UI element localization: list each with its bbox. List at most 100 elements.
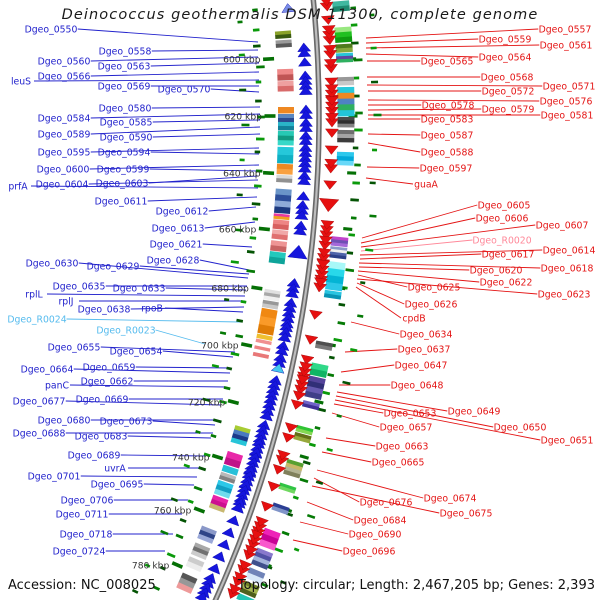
reverse-strand-gene-arrows xyxy=(265,375,282,396)
gene-label: Dgeo_0653 xyxy=(384,408,437,419)
label-leader-line xyxy=(325,437,376,447)
gene-label: Dgeo_0665 xyxy=(372,457,425,468)
label-leader-line xyxy=(355,286,402,319)
green-dash xyxy=(160,529,169,536)
label-leader-line xyxy=(155,329,206,345)
gene-arrow-track xyxy=(194,0,340,600)
cog-stripe xyxy=(239,587,257,599)
cog-stripe xyxy=(337,110,355,117)
gene-label: Dgeo_0623 xyxy=(538,289,591,300)
forward-strand-gene-arrows xyxy=(323,44,338,60)
gene-label: Dgeo_0680 xyxy=(38,415,91,426)
forward-strand-gene-arrows xyxy=(290,399,305,410)
cog-stripe xyxy=(276,163,294,170)
gene-arrowhead xyxy=(323,180,338,190)
green-dash xyxy=(193,485,203,492)
gene-label: cpdB xyxy=(402,313,425,324)
cog-stripe xyxy=(306,380,325,390)
green-dash xyxy=(219,399,227,405)
cog-stripe xyxy=(336,76,355,82)
gene-label: Dgeo_0674 xyxy=(424,493,477,504)
gene-label: Dgeo_0649 xyxy=(448,406,501,417)
gene-label: panC xyxy=(45,380,69,391)
cog-stripe xyxy=(315,340,334,348)
gene-label: Dgeo_R0020 xyxy=(472,235,531,246)
cog-stripe xyxy=(302,400,320,408)
gene-label: Dgeo_0564 xyxy=(479,52,532,63)
gene-arrowhead xyxy=(320,15,335,25)
cog-stripe xyxy=(337,133,355,139)
cog-box-left xyxy=(277,121,295,131)
cog-stripe xyxy=(251,559,269,570)
gene-arrowhead xyxy=(298,85,313,95)
cog-box-left xyxy=(277,106,295,114)
cog-stripe xyxy=(257,324,275,336)
cog-stripe xyxy=(260,533,279,546)
reverse-strand-gene-arrows xyxy=(298,130,313,145)
gene-arrowhead xyxy=(234,571,248,583)
cog-stripe xyxy=(305,385,324,395)
reverse-strand-gene-arrows xyxy=(297,42,312,58)
gene-arrowhead xyxy=(309,309,323,320)
green-dash xyxy=(252,44,261,48)
accession-text: Accession: NC_008025 xyxy=(8,578,156,593)
gene-label: prfA xyxy=(8,181,28,192)
ruler-label: 760 kbp xyxy=(154,506,192,517)
cog-stripe xyxy=(337,120,355,125)
green-dash xyxy=(299,477,309,484)
cog-stripe xyxy=(277,146,294,156)
label-leader-line xyxy=(358,262,541,269)
cog-box-right xyxy=(335,52,354,63)
gene-arrowhead xyxy=(261,500,275,512)
gene-label: Dgeo_0594 xyxy=(98,147,151,158)
cog-stripe xyxy=(337,123,355,128)
gene-arrowhead xyxy=(285,288,299,299)
gene-label: Dgeo_0571 xyxy=(543,81,596,92)
cog-box-left xyxy=(277,113,295,123)
gene-label: Dgeo_0558 xyxy=(99,46,152,57)
gene-label: Dgeo_0675 xyxy=(440,508,493,519)
green-dash xyxy=(153,585,161,591)
gene-label: rplJ xyxy=(58,296,73,307)
gene-label: Dgeo_0585 xyxy=(100,117,153,128)
reverse-strand-gene-arrows xyxy=(277,322,293,343)
gene-label: Dgeo_0621 xyxy=(150,239,203,250)
label-leader-line xyxy=(313,477,360,503)
cog-box-left xyxy=(263,288,281,302)
cog-stripe xyxy=(274,194,292,202)
cog-box-right xyxy=(314,340,334,351)
green-dash xyxy=(336,414,342,418)
gene-label: Dgeo_0614 xyxy=(543,245,596,256)
cog-stripe xyxy=(261,303,279,310)
cog-box-right xyxy=(271,502,290,515)
green-dash xyxy=(144,563,151,568)
label-leader-line xyxy=(88,179,259,185)
cog-stripe xyxy=(185,560,203,573)
green-dash xyxy=(365,248,374,252)
gene-label: Dgeo_0588 xyxy=(421,147,474,158)
green-dash xyxy=(210,433,217,439)
reverse-strand-gene-arrows xyxy=(299,117,313,132)
label-leader-line xyxy=(357,270,480,283)
forward-strand-gene-arrows xyxy=(319,198,340,213)
reverse-strand-gene-arrows xyxy=(262,390,278,411)
gene-arrowhead xyxy=(226,515,240,527)
gene-arrowhead xyxy=(298,57,312,67)
gene-label: uvrA xyxy=(104,463,126,474)
cog-stripe xyxy=(285,462,303,472)
cog-stripe xyxy=(219,471,237,481)
gene-arrowhead xyxy=(319,198,340,213)
forward-strand-gene-arrows xyxy=(232,571,248,587)
gene-label: Dgeo_0718 xyxy=(60,529,113,540)
green-dash xyxy=(302,460,311,466)
cog-box-right xyxy=(323,289,342,300)
gene-arrowhead xyxy=(314,277,328,288)
green-dash xyxy=(345,251,354,255)
gene-label: Dgeo_0557 xyxy=(539,24,592,35)
green-dash xyxy=(352,181,360,185)
cog-box-left xyxy=(274,30,292,39)
cog-stripe xyxy=(314,343,333,351)
gene-label: Dgeo_0572 xyxy=(482,86,535,97)
gene-label: Dgeo_0637 xyxy=(398,344,451,355)
